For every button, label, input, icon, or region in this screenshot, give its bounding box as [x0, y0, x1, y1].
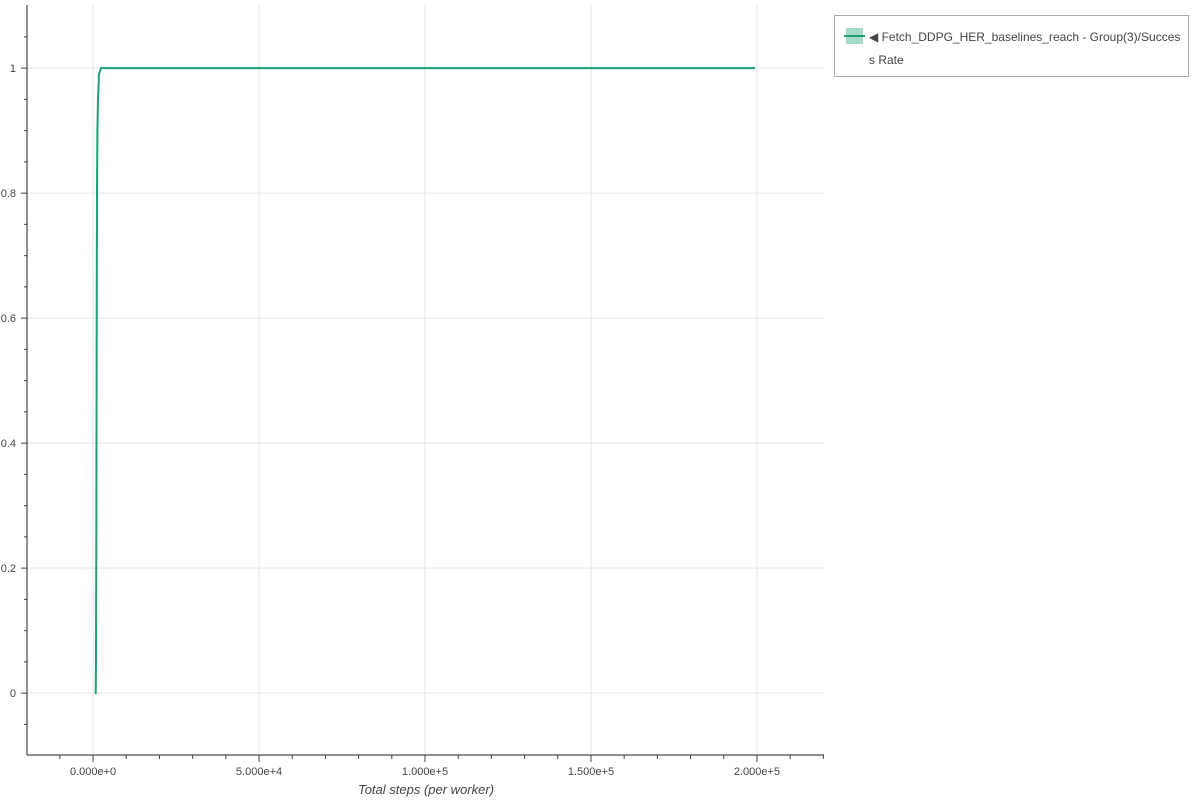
axes: 0.000e+0 5.000e+4 1.000e+5 1.500e+5 2.000e+5…	[1, 5, 824, 778]
x-tick-label: 5.000e+4	[236, 766, 282, 778]
x-tick-label: 1.000e+5	[402, 766, 448, 778]
legend-swatch-icon[interactable]	[844, 28, 865, 44]
y-tick-label: 0	[10, 688, 16, 700]
x-tick-label: 2.000e+5	[734, 766, 780, 778]
y-tick-label: 0.8	[1, 188, 16, 200]
y-tick-label: 0.2	[1, 563, 16, 575]
y-tick-label: 0.4	[1, 438, 16, 450]
grid	[27, 5, 824, 755]
x-tick-label: 1.500e+5	[568, 766, 614, 778]
x-tick-label: 0.000e+0	[70, 766, 116, 778]
y-tick-label: 1	[10, 63, 16, 75]
x-axis-label: Total steps (per worker)	[358, 782, 494, 797]
y-tick-label: 0.6	[1, 313, 16, 325]
series-line	[94, 67, 755, 695]
legend[interactable]: ◀ Fetch_DDPG_HER_baselines_reach - Group…	[834, 15, 1189, 77]
series	[94, 67, 755, 695]
legend-label[interactable]: ◀ Fetch_DDPG_HER_baselines_reach - Group…	[869, 30, 1181, 67]
